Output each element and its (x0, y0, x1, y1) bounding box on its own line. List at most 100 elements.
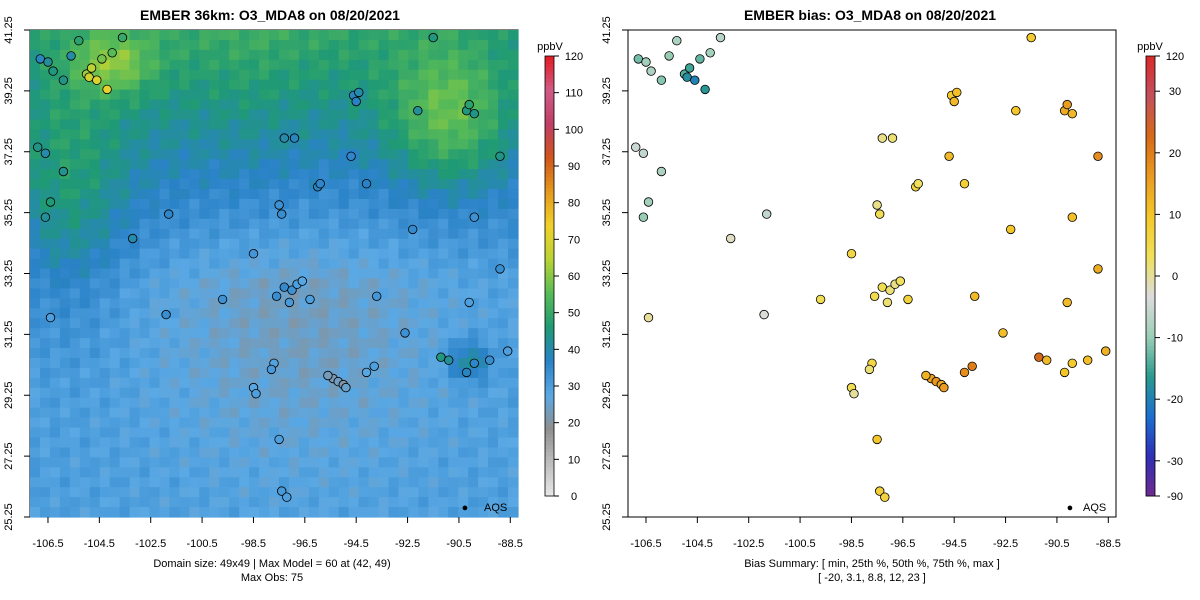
grid-cell (159, 338, 171, 349)
grid-cell (39, 89, 51, 101)
grid-cell (458, 139, 469, 150)
grid-cell (89, 467, 101, 478)
grid-cell (298, 248, 310, 260)
grid-cell (109, 298, 121, 309)
grid-cell (288, 437, 300, 449)
grid-cell (179, 357, 190, 369)
grid-cell (278, 109, 290, 121)
grid-cell (199, 179, 210, 190)
grid-cell (169, 149, 180, 160)
grid-cell (318, 49, 330, 61)
colorbar-segment (545, 195, 554, 200)
grid-cell (129, 308, 141, 319)
grid-cell (368, 238, 380, 250)
grid-cell (109, 218, 121, 230)
grid-cell (189, 39, 200, 51)
grid-cell (478, 198, 489, 210)
grid-cell (288, 39, 300, 51)
grid-cell (458, 357, 469, 369)
grid-cell (278, 39, 290, 51)
colorbar-segment (545, 474, 554, 479)
grid-cell (49, 328, 61, 339)
grid-cell (338, 169, 350, 180)
grid-cell (149, 258, 161, 270)
colorbar-segment (545, 210, 554, 215)
grid-cell (318, 507, 330, 518)
grid-cell (229, 268, 240, 280)
grid-cell (338, 248, 350, 260)
station-markers (631, 32, 1111, 502)
y-tick-label: 41.25 (3, 16, 15, 44)
grid-cell (119, 427, 131, 439)
grid-cell (169, 407, 180, 419)
grid-cell (338, 457, 350, 468)
grid-cell (79, 149, 91, 160)
grid-cell (288, 377, 300, 389)
grid-cell (259, 109, 270, 121)
grid-cell (508, 278, 519, 290)
grid-cell (59, 497, 71, 508)
colorbar-segment (545, 455, 554, 460)
grid-cell (69, 467, 81, 478)
grid-cell (388, 39, 400, 51)
grid-cell (488, 248, 499, 260)
grid-cell (169, 477, 180, 488)
y-axis-ticks: 25.2527.2529.2531.2533.2535.2537.2539.25… (3, 16, 30, 531)
colorbar-segment (545, 360, 554, 365)
caption-line-1: Bias Summary: [ min, 25th %, 50th %, 75t… (744, 558, 1000, 570)
grid-cell (428, 189, 439, 200)
grid-cell (278, 457, 290, 468)
grid-cell (448, 248, 459, 260)
grid-cell (129, 467, 141, 478)
grid-cell (398, 427, 410, 439)
station-marker (1093, 264, 1103, 274)
grid-cell (249, 189, 260, 200)
colorbar-segment (1146, 70, 1155, 75)
grid-cell (498, 109, 509, 121)
grid-cell (199, 198, 210, 210)
grid-cell (209, 189, 220, 200)
grid-cell (30, 417, 41, 429)
grid-cell (39, 308, 51, 319)
grid-cell (478, 407, 489, 419)
grid-cell (348, 258, 360, 270)
grid-cell (378, 198, 390, 210)
grid-cell (249, 89, 260, 101)
grid-cell (169, 437, 180, 449)
station-marker (287, 285, 297, 295)
grid-cell (119, 139, 131, 150)
colorbar-segment (1146, 378, 1155, 383)
grid-cell (468, 348, 479, 359)
grid-cell (328, 338, 340, 349)
grid-cell (488, 397, 499, 409)
y-tick-label: 37.25 (3, 138, 15, 166)
grid-cell (189, 139, 200, 150)
colorbar-segment (545, 331, 554, 336)
grid-cell (318, 79, 330, 91)
grid-cell (209, 159, 220, 170)
grid-cell (328, 407, 340, 419)
grid-cell (169, 169, 180, 180)
grid-cell (79, 179, 91, 190)
grid-cell (59, 367, 71, 379)
grid-cell (428, 377, 439, 389)
grid-cell (468, 288, 479, 299)
colorbar-segment (1146, 147, 1155, 152)
grid-cell (438, 357, 449, 369)
grid-cell (398, 139, 410, 150)
grid-cell (169, 328, 180, 339)
grid-cell (398, 437, 410, 449)
grid-cell (388, 457, 400, 468)
grid-cell (179, 268, 190, 280)
grid-cell (59, 437, 71, 449)
grid-cell (318, 189, 330, 200)
grid-cell (448, 357, 459, 369)
grid-cell (259, 288, 270, 299)
grid-cell (438, 198, 449, 210)
grid-cell (458, 129, 469, 140)
grid-cell (298, 218, 310, 230)
station-marker (33, 142, 43, 152)
grid-cell (348, 79, 360, 91)
grid-cell (149, 238, 161, 250)
grid-cell (239, 437, 250, 449)
